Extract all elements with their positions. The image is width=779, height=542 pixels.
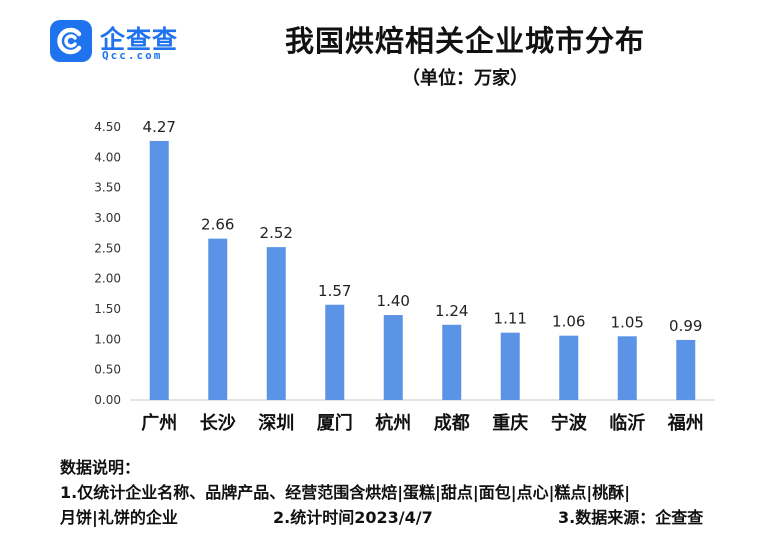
x-tick-label: 宁波 [551,412,588,434]
value-label: 1.24 [435,302,468,320]
x-tick-label: 厦门 [317,412,353,434]
y-tick-label: 0.50 [94,363,121,377]
y-tick-label: 4.00 [94,150,121,164]
value-label: 1.06 [552,313,585,331]
logo-name: 企查查 [100,25,179,54]
bar-9 [617,336,637,400]
chart-subtitle: （单位：万家） [402,68,528,89]
x-tick-label: 深圳 [258,412,294,434]
bar-10 [676,339,696,400]
y-tick-label: 3.00 [94,211,121,225]
bar-1 [149,140,169,400]
x-tick-label: 广州 [141,412,177,434]
notes-line-2c: 3.数据来源：企查查 [558,508,704,527]
x-tick-label: 成都 [434,412,470,434]
value-label: 1.57 [318,282,351,300]
value-label: 4.27 [143,118,176,136]
logo-sub: Qcc.com [102,49,163,62]
y-tick-label: 2.00 [94,272,121,286]
bars [149,140,696,400]
value-labels: 4.27 2.66 2.52 1.57 1.40 1.24 1.11 1.06 1.05 0.99 [143,118,703,335]
bar-4 [325,304,345,400]
notes-line-2b: 2.统计时间2023/4/7 [273,508,433,527]
notes-heading: 数据说明： [60,458,141,477]
x-axis-labels: 广州 长沙 深圳 厦门 杭州 成都 重庆 宁波 临沂 福州 [141,412,704,434]
x-tick-label: 重庆 [492,412,528,434]
y-tick-label: 1.50 [94,302,121,316]
bar-5 [383,315,403,400]
bar-8 [559,335,579,400]
x-tick-label: 福州 [667,412,704,434]
y-tick-label: 4.50 [94,120,121,134]
value-label: 2.66 [201,216,234,234]
x-tick-label: 临沂 [609,412,645,434]
data-notes: 数据说明： 1.仅统计企业名称、品牌产品、经营范围含烘焙|蛋糕|甜点|面包|点心… [60,455,770,530]
bar-6 [442,324,462,400]
notes-line-1: 1.仅统计企业名称、品牌产品、经营范围含烘焙|蛋糕|甜点|面包|点心|糕点|桃酥… [60,483,631,502]
value-label: 1.40 [377,292,410,310]
bar-7 [500,332,520,400]
x-tick-label: 杭州 [375,412,411,434]
qcc-logo: 企查查 Qcc.com [50,20,200,62]
qcc-logo-icon [50,20,92,62]
y-tick-label: 1.00 [94,332,121,346]
bar-chart: 0.00 0.50 1.00 1.50 2.00 2.50 3.00 3.50 4.00 4.50… [94,118,715,434]
y-tick-label: 3.50 [94,181,121,195]
x-tick-label: 长沙 [200,413,236,434]
y-axis-ticks: 0.00 0.50 1.00 1.50 2.00 2.50 3.00 3.50 4.00 4.50 [94,120,121,407]
value-label: 1.05 [611,313,644,331]
value-label: 0.99 [669,317,702,335]
y-tick-label: 2.50 [94,241,121,255]
value-label: 2.52 [260,224,293,242]
bar-2 [208,238,228,400]
y-tick-label: 0.00 [94,393,121,407]
bar-3 [266,247,286,400]
notes-line-2a: 月饼|礼饼的企业 [60,508,178,527]
value-label: 1.11 [494,310,527,328]
chart-title: 我国烘焙相关企业城市分布 [284,24,645,58]
